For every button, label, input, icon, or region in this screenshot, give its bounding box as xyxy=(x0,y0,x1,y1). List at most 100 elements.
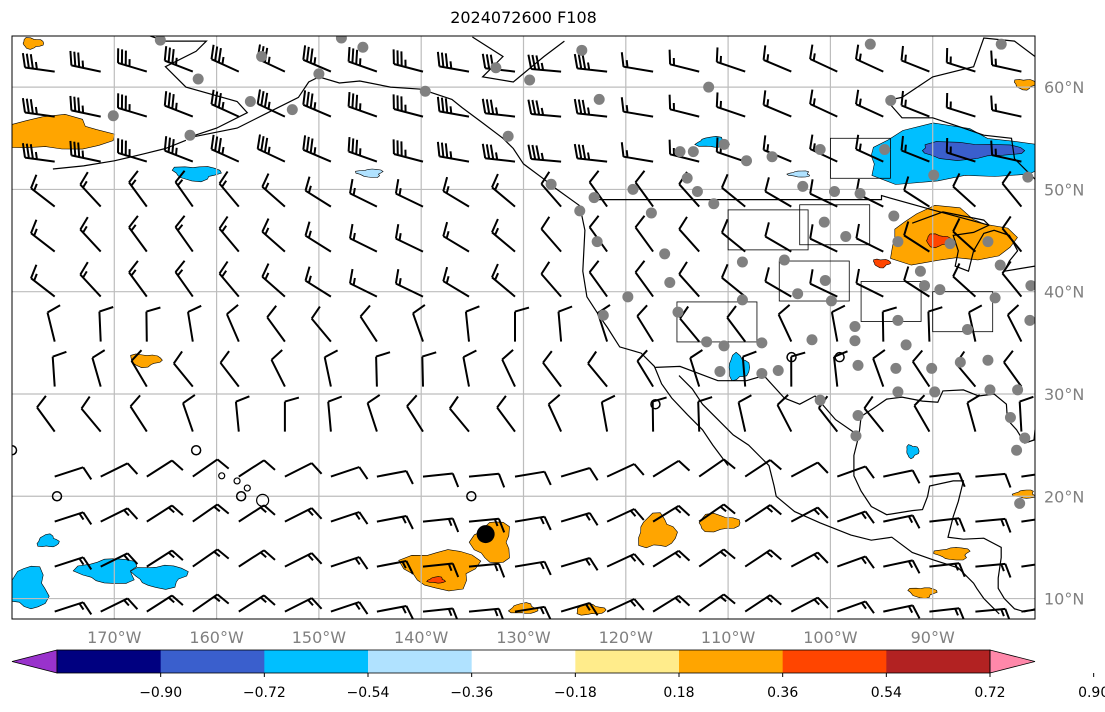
wind-barb xyxy=(990,140,1022,163)
wind-barb xyxy=(347,137,378,163)
station-dot xyxy=(982,236,994,248)
state-border xyxy=(778,260,850,302)
wind-barb xyxy=(883,604,921,619)
wind-barb xyxy=(304,266,332,298)
station-dot xyxy=(645,207,657,219)
wind-barb xyxy=(394,179,424,208)
wind-barb xyxy=(715,47,746,73)
wind-barb xyxy=(69,95,101,118)
station-dot xyxy=(792,288,804,300)
station-dot xyxy=(929,386,941,398)
wind-barb xyxy=(975,517,1012,533)
colorbar-segment xyxy=(575,650,680,673)
wind-barb xyxy=(238,459,276,478)
open-circle-marker xyxy=(650,398,661,410)
wind-barb xyxy=(30,264,56,298)
wind-barb xyxy=(359,304,378,343)
station-dot xyxy=(718,340,730,352)
x-tick-label: 100°W xyxy=(803,628,858,647)
wind-barb xyxy=(776,394,793,433)
wind-barb xyxy=(182,394,196,432)
wind-barb xyxy=(163,46,194,73)
wind-barb xyxy=(330,511,369,525)
wind-barb xyxy=(100,597,139,613)
wind-barb xyxy=(606,598,645,613)
wind-barb xyxy=(542,350,562,388)
wind-barb xyxy=(30,219,56,253)
station-dot xyxy=(1011,444,1023,456)
station-dot xyxy=(854,188,866,200)
wind-barb xyxy=(174,170,194,208)
wind-barb xyxy=(883,469,921,484)
wind-barb xyxy=(491,173,516,208)
wind-barb xyxy=(210,89,240,118)
wind-barb xyxy=(1021,563,1035,568)
wind-barb xyxy=(163,91,194,118)
station-dot xyxy=(664,276,676,288)
wind-barb xyxy=(218,170,240,208)
wind-barb xyxy=(436,96,470,118)
wind-barb xyxy=(330,601,369,615)
station-dot xyxy=(914,265,926,277)
wind-barb xyxy=(514,306,530,342)
wind-barb xyxy=(406,394,424,433)
state-border xyxy=(727,209,809,251)
wind-barb xyxy=(1001,260,1023,298)
wind-barb xyxy=(129,394,148,433)
state-border xyxy=(860,281,922,322)
wind-barb xyxy=(225,304,240,342)
wind-barb xyxy=(422,562,460,578)
station-dot xyxy=(814,394,826,406)
wind-barb xyxy=(966,394,981,432)
station-dot xyxy=(850,430,862,442)
station-dot xyxy=(687,146,699,158)
shaded-region xyxy=(36,533,60,548)
coastline xyxy=(655,365,860,437)
wind-barb xyxy=(689,349,703,387)
wind-barb xyxy=(620,142,654,163)
station-dot xyxy=(545,178,557,190)
wind-barb xyxy=(836,510,875,524)
wind-barb xyxy=(69,140,101,163)
island xyxy=(233,477,241,485)
station-dot xyxy=(995,38,1007,50)
station-dot xyxy=(357,41,369,53)
wind-barb xyxy=(929,607,965,619)
wind-barb xyxy=(392,94,424,118)
wind-barb xyxy=(256,89,286,118)
station-dot xyxy=(772,364,784,376)
station-dot xyxy=(892,386,904,398)
wind-barb xyxy=(146,594,184,613)
station-dot xyxy=(490,62,502,74)
wind-barb xyxy=(323,349,339,387)
wind-barb xyxy=(210,44,240,73)
wind-barb xyxy=(192,503,230,523)
wind-barb xyxy=(464,305,480,342)
wind-barb xyxy=(720,173,746,208)
wind-barb xyxy=(192,458,230,478)
wind-barb xyxy=(790,351,806,387)
wind-barb xyxy=(911,349,931,388)
station-dot xyxy=(256,50,268,62)
wind-barb xyxy=(128,260,148,298)
wind-barb xyxy=(283,396,300,432)
wind-barb xyxy=(376,470,414,485)
y-tick-label: 20°N xyxy=(1044,487,1084,506)
wind-barb xyxy=(392,49,424,73)
coastlines xyxy=(52,36,1035,615)
wind-barb xyxy=(54,601,93,615)
wind-barb xyxy=(809,269,838,298)
wind-barb xyxy=(560,512,599,526)
station-dot xyxy=(107,110,119,122)
shaded-region xyxy=(1013,79,1035,91)
wind-barb xyxy=(468,472,506,488)
wind-barb xyxy=(975,607,1011,619)
wind-barb xyxy=(668,94,700,118)
state-border xyxy=(676,301,758,343)
station-dot xyxy=(756,337,768,349)
wind-barb xyxy=(54,511,93,525)
wind-barb xyxy=(79,216,102,253)
station-dot xyxy=(934,284,946,296)
wind-barb xyxy=(256,134,286,163)
wind-barb xyxy=(117,48,148,73)
